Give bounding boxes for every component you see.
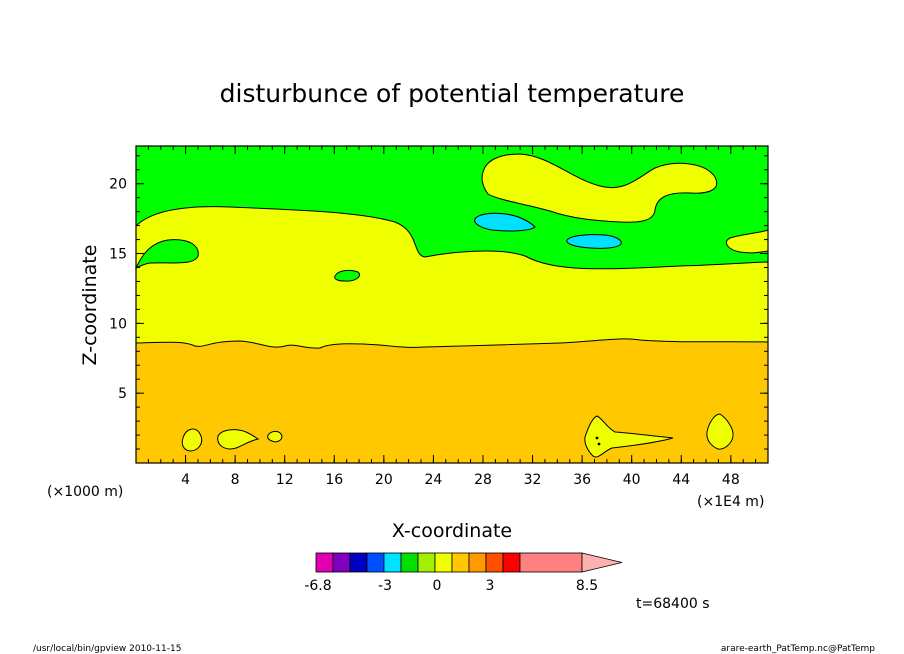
x-tick-label: 28 [474, 472, 492, 488]
colorbar: -6.8 -3 0 3 8.5 [304, 552, 623, 594]
colorbar-label: -3 [378, 578, 392, 594]
cyan-blob-1 [474, 212, 536, 232]
green-blob-left [134, 239, 199, 270]
footer-right: arare-earth_PatTemp.nc@PatTemp [721, 644, 875, 654]
colorbar-segment [315, 552, 334, 573]
green-blob-small [334, 269, 360, 282]
y-tick-label: 20 [109, 177, 127, 193]
colorbar-segment [400, 552, 419, 573]
x-tick-label: 12 [276, 472, 294, 488]
colorbar-segment [332, 552, 351, 573]
yellow-patch-5 [706, 413, 734, 450]
colorbar-segment [451, 552, 470, 573]
colorbar-segment [417, 552, 436, 573]
colorbar-extend-arrow [581, 552, 623, 573]
x-tick-label: 4 [181, 472, 190, 488]
y-axis-label: Z-coordinate [79, 245, 101, 366]
x-axis-label: X-coordinate [392, 520, 512, 542]
x-tick-label: 40 [623, 472, 641, 488]
colorbar-segment [349, 552, 368, 573]
colorbar-label: 3 [486, 578, 495, 594]
yellow-right-edge [725, 229, 769, 254]
contour-dot [595, 436, 599, 440]
yellow-patch-1 [181, 428, 203, 452]
x-tick-label: 20 [375, 472, 393, 488]
yellow-patch-3 [267, 430, 283, 443]
colorbar-segment [519, 552, 583, 573]
plot-frame [135, 145, 769, 464]
footer-left: /usr/local/bin/gpview 2010-11-15 [33, 644, 181, 654]
y-tick-label: 10 [109, 316, 127, 332]
yellow-patch-2 [217, 429, 260, 450]
x-tick-label: 32 [524, 472, 542, 488]
y-tick-label: 15 [109, 247, 127, 263]
x-tick-label: 44 [672, 472, 690, 488]
x-tick-label: 36 [573, 472, 591, 488]
colorbar-segment [485, 552, 504, 573]
cyan-blob-2 [566, 234, 622, 249]
colorbar-segment [383, 552, 402, 573]
colorbar-segment [366, 552, 385, 573]
colorbar-label: 0 [433, 578, 442, 594]
contour-dot [597, 442, 601, 446]
x-unit-label: (×1E4 m) [697, 494, 764, 510]
yellow-upper-region [481, 153, 718, 223]
x-tick-label: 8 [231, 472, 240, 488]
yellow-patch-4 [584, 415, 674, 458]
x-tick-label: 16 [325, 472, 343, 488]
colorbar-segment [434, 552, 453, 573]
colorbar-segment [468, 552, 487, 573]
y-unit-label: (×1000 m) [47, 484, 123, 500]
time-annotation: t=68400 s [636, 596, 710, 612]
y-tick-label: 5 [118, 386, 127, 402]
x-tick-label: 48 [722, 472, 740, 488]
colorbar-segment [502, 552, 521, 573]
colorbar-label: 8.5 [576, 578, 598, 594]
colorbar-label: -6.8 [304, 578, 331, 594]
chart-title: disturbunce of potential temperature [220, 79, 685, 108]
x-tick-label: 24 [424, 472, 442, 488]
